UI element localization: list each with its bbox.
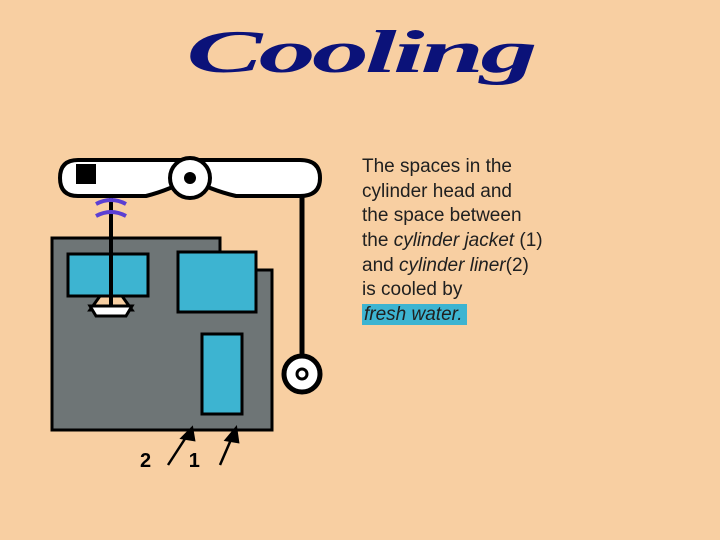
engine-diagram: [40, 130, 350, 490]
label-2: 2: [140, 450, 151, 473]
page-title: Cooling: [186, 18, 533, 87]
desc-l5-em: cylinder liner: [399, 255, 506, 276]
callout-labels: 2 1: [140, 450, 200, 473]
desc-l4-post: (1): [514, 230, 543, 251]
desc-l4-pre: the: [362, 230, 394, 251]
desc-l4-em: cylinder jacket: [394, 230, 514, 251]
desc-l5-post: (2): [506, 255, 529, 276]
description-text: The spaces in the cylinder head and the …: [362, 155, 662, 328]
desc-l6: is cooled by: [362, 279, 462, 300]
desc-l3: the space between: [362, 205, 522, 226]
desc-l1: The spaces in the: [362, 156, 512, 177]
desc-l5-pre: and: [362, 255, 399, 276]
desc-highlight: fresh water.: [362, 304, 467, 325]
desc-l2: cylinder head and: [362, 181, 512, 202]
label-1: 1: [189, 450, 200, 473]
